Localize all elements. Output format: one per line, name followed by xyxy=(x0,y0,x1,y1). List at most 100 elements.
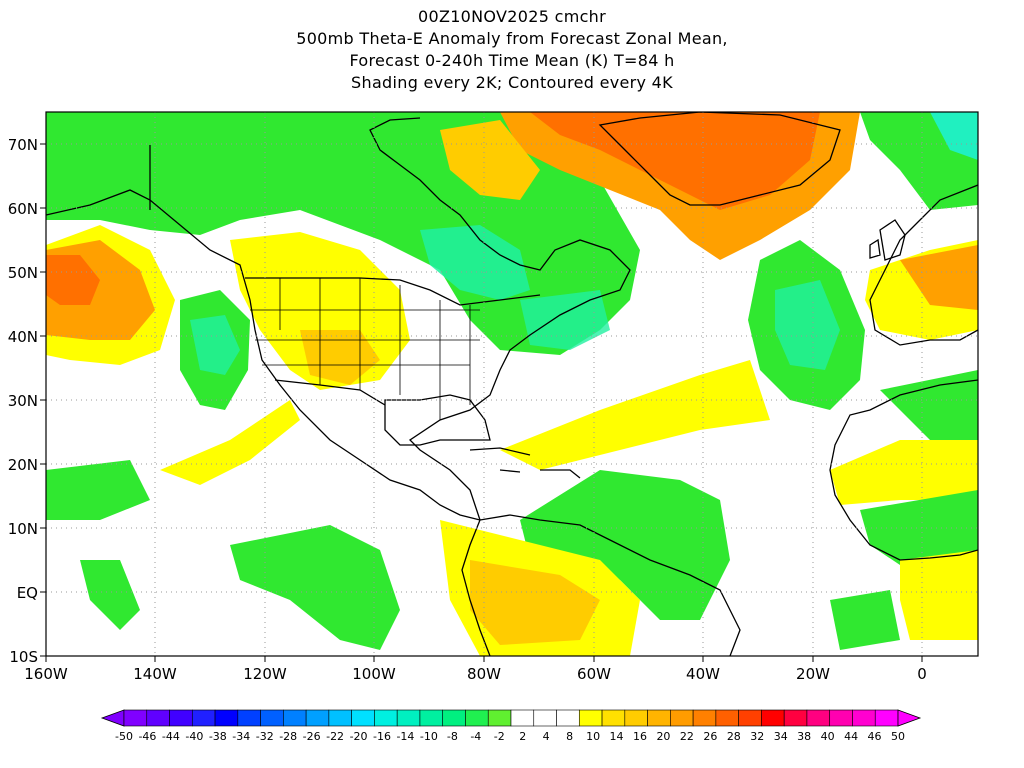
colorbar-label: -2 xyxy=(494,730,505,743)
colorbar-label: -38 xyxy=(209,730,227,743)
coastline-europe xyxy=(869,184,978,346)
colorbar-label: 2 xyxy=(519,730,526,743)
colorbar-swatch xyxy=(647,709,671,727)
colorbar-swatch xyxy=(783,709,808,727)
coastline-british-isles xyxy=(869,219,906,261)
lat-label: 40N xyxy=(8,328,38,346)
colorbar-label: -28 xyxy=(279,730,297,743)
colorbar-label: -34 xyxy=(232,730,250,743)
colorbar-label: 14 xyxy=(610,730,624,743)
colorbar: -50 -46 -44 -40 -38 -34 -32 -28 -26 -22 -20 -16 -14-… xyxy=(100,709,922,743)
colorbar-label: 16 xyxy=(633,730,647,743)
colorbar-label: 40 xyxy=(821,730,835,743)
title-line-3: Forecast 0-240h Time Mean (K) T=84 h xyxy=(349,51,675,70)
colorbar-swatch xyxy=(829,709,853,727)
coastline-caribbean xyxy=(469,447,581,479)
colorbar-swatch xyxy=(260,709,284,727)
lon-label: 100W xyxy=(352,665,396,683)
lon-axis: 160W 140W 120W 100W 80W 60W 40W 20W 0 xyxy=(24,656,927,683)
green-region-africa xyxy=(880,370,978,440)
colorbar-label: -14 xyxy=(396,730,414,743)
yellow-band-pacific xyxy=(160,400,300,485)
colorbar-swatch xyxy=(578,709,603,727)
colorbar-label: 20 xyxy=(656,730,670,743)
colorbar-swatch xyxy=(806,709,831,727)
coastline-south-america xyxy=(461,514,741,656)
lat-label: 60N xyxy=(8,200,38,218)
border-us-mexico xyxy=(274,379,386,406)
lon-label: 0 xyxy=(917,665,927,683)
colorbar-label: -32 xyxy=(256,730,274,743)
coastline-africa xyxy=(829,379,978,561)
lat-label: EQ xyxy=(17,584,38,602)
colorbar-swatch xyxy=(191,709,216,727)
colorbar-swatch xyxy=(874,709,899,727)
green-region-pacific-eq xyxy=(80,560,140,630)
colorbar-swatch xyxy=(351,709,375,727)
colorbar-arrow-left xyxy=(100,709,125,727)
colorbar-swatch xyxy=(283,709,307,727)
colorbar-swatch xyxy=(715,709,739,727)
colorbar-label: -10 xyxy=(420,730,438,743)
lat-label: 30N xyxy=(8,392,38,410)
anomaly-shading xyxy=(46,112,978,656)
colorbar-swatch xyxy=(556,709,580,727)
colorbar-label: 38 xyxy=(797,730,811,743)
lon-label: 120W xyxy=(243,665,287,683)
green-region-south-atlantic xyxy=(830,590,900,650)
colorbar-swatch xyxy=(419,709,444,727)
title-line-4: Shading every 2K; Contoured every 4K xyxy=(351,73,673,92)
lat-label: 50N xyxy=(8,264,38,282)
lat-lon-grid xyxy=(46,112,978,656)
lon-label: 80W xyxy=(467,665,501,683)
colorbar-label: 44 xyxy=(844,730,858,743)
colorbar-label: 4 xyxy=(543,730,550,743)
colorbar-label: -20 xyxy=(350,730,368,743)
colorbar-label: -40 xyxy=(185,730,203,743)
colorbar-label: 46 xyxy=(868,730,882,743)
colorbar-label: -22 xyxy=(326,730,344,743)
light-orange-region-greenland xyxy=(440,120,540,200)
colorbar-swatch xyxy=(123,709,148,727)
title-line-1: 00Z10NOV2025 cmchr xyxy=(417,7,606,26)
yellow-region-gulf-of-guinea xyxy=(900,550,978,640)
colorbar-label: -8 xyxy=(447,730,458,743)
coastlines xyxy=(46,112,978,656)
coastline-north-america-east xyxy=(369,117,631,521)
colorbar-label: -50 xyxy=(115,730,133,743)
lat-label: 10N xyxy=(8,520,38,538)
colorbar-label: -4 xyxy=(470,730,481,743)
colorbar-label: 34 xyxy=(774,730,788,743)
colorbar-swatch xyxy=(533,709,557,727)
colorbar-swatch xyxy=(442,709,466,727)
colorbar-swatch xyxy=(465,709,489,727)
colorbar-label: 50 xyxy=(891,730,905,743)
lat-axis: 70N 60N 50N 40N 30N 20N 10N EQ 10S xyxy=(8,136,46,666)
colorbar-swatch xyxy=(146,709,170,727)
title-line-2: 500mb Theta-E Anomaly from Forecast Zona… xyxy=(296,29,728,48)
colorbar-label: 26 xyxy=(703,730,717,743)
dark-orange-region-pacific-west xyxy=(46,255,100,305)
colorbar-label: -26 xyxy=(303,730,321,743)
dark-orange-region-greenland xyxy=(530,112,820,210)
coastline-greenland xyxy=(598,112,841,206)
teal-region-hudson xyxy=(420,225,530,300)
lat-label: 10S xyxy=(9,648,38,666)
yellow-region-africa xyxy=(830,440,978,505)
colorbar-swatch xyxy=(396,709,421,727)
coastline-gulf-of-mexico xyxy=(384,394,491,446)
colorbar-label: 10 xyxy=(586,730,600,743)
teal-region-atlantic xyxy=(775,280,840,370)
plot-title: 00Z10NOV2025 cmchr 500mb Theta-E Anomaly… xyxy=(0,6,1024,94)
colorbar-swatch xyxy=(237,709,261,727)
orange-region-europe xyxy=(900,245,978,310)
green-region-west-tropics xyxy=(46,460,150,520)
lon-label: 140W xyxy=(133,665,177,683)
colorbar-swatch xyxy=(510,709,535,727)
colorbar-label: 8 xyxy=(566,730,573,743)
light-orange-region-south-america xyxy=(470,560,600,645)
teal-region-arctic-east xyxy=(930,112,978,160)
green-region-west-africa xyxy=(860,490,978,565)
teal-region-ne-us xyxy=(520,290,610,350)
